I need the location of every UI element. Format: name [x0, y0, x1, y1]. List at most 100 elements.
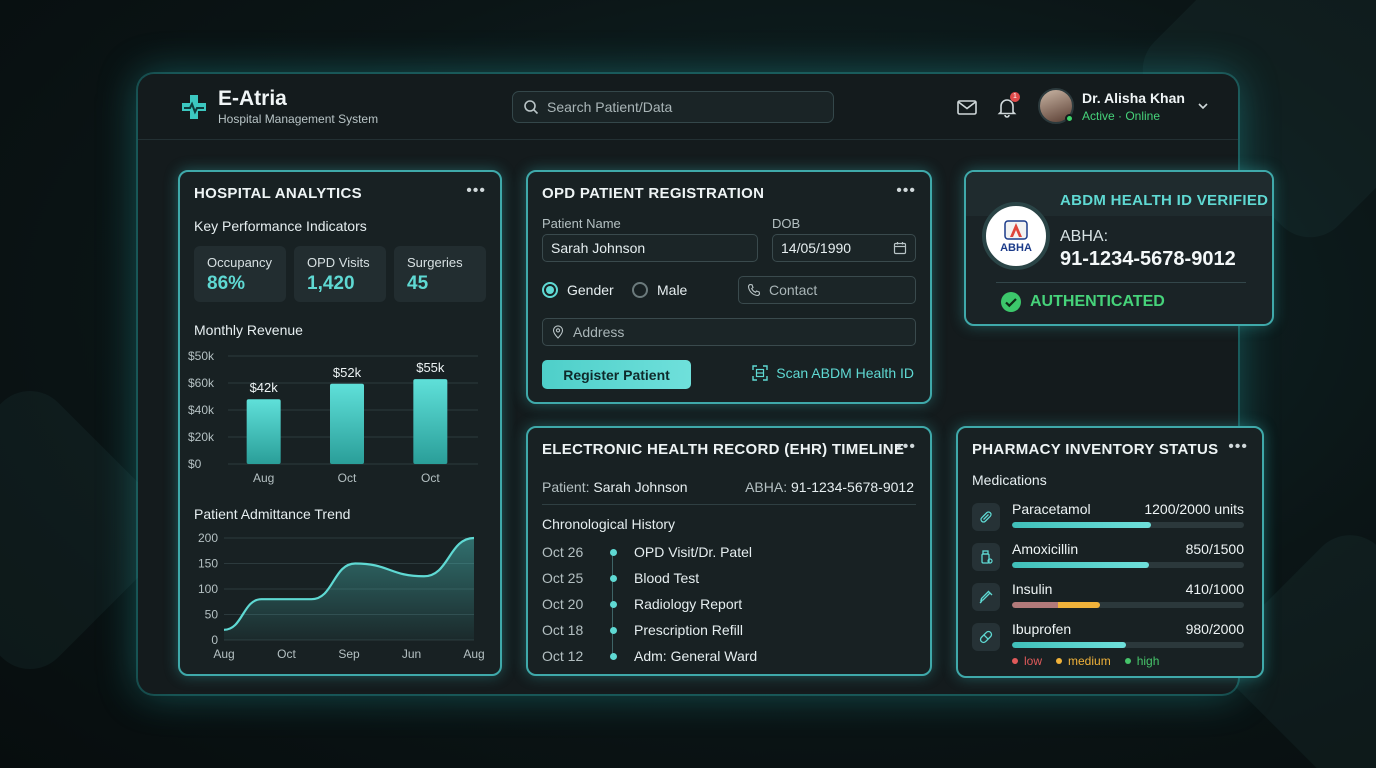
- notification-button[interactable]: 1: [996, 92, 1020, 118]
- abha-logo: ABHA: [982, 202, 1050, 270]
- medication-name: Paracetamol: [1012, 501, 1091, 517]
- y-tick-label: $60k: [188, 376, 215, 390]
- brand[interactable]: E-Atria Hospital Management System: [178, 88, 378, 126]
- revenue-heading: Monthly Revenue: [194, 322, 303, 338]
- male-label: Male: [657, 282, 688, 298]
- scan-link-label: Scan ABDM Health ID: [776, 365, 914, 381]
- x-tick-label: Aug: [463, 647, 484, 661]
- abha-number: 91-1234-5678-9012: [1060, 248, 1236, 270]
- address-field[interactable]: Address: [542, 318, 916, 346]
- timeline-node: [604, 652, 622, 660]
- brand-title: E-Atria: [218, 87, 287, 110]
- x-tick-label: Oct: [277, 647, 296, 661]
- phone-icon: [747, 283, 761, 297]
- online-indicator: [1065, 114, 1074, 123]
- medication-row-amoxicillin[interactable]: Amoxicillin 850/1500: [972, 541, 1244, 573]
- gender-radio[interactable]: Gender: [542, 282, 614, 298]
- patient-name-label: Patient Name: [542, 216, 621, 231]
- user-name: Dr. Alisha Khan: [1082, 89, 1185, 106]
- timeline-date: Oct 12: [542, 648, 584, 664]
- kpi-occupancy: Occupancy 86%: [194, 246, 286, 302]
- user-status: Active · Online: [1082, 108, 1161, 123]
- stock-bar: [1012, 562, 1244, 568]
- ehr-abha: ABHA: 91-1234-5678-9012: [745, 479, 914, 495]
- register-patient-button[interactable]: Register Patient: [542, 360, 691, 389]
- medication-row-paracetamol[interactable]: Paracetamol 1200/2000 units: [972, 501, 1244, 533]
- scan-abdm-link[interactable]: Scan ABDM Health ID: [752, 365, 914, 381]
- kpi-value: 1,420: [307, 273, 355, 294]
- medication-row-ibuprofen[interactable]: Ibuprofen 980/2000: [972, 621, 1244, 653]
- timeline-date: Oct 26: [542, 544, 584, 560]
- x-tick-label: Jun: [402, 647, 421, 661]
- kpi-value: 86%: [207, 273, 246, 294]
- stock-bar: [1012, 522, 1244, 528]
- more-options-icon[interactable]: •••: [896, 182, 916, 199]
- capsule-icon: [972, 623, 1000, 651]
- notification-badge: 1: [1010, 92, 1020, 102]
- brand-subtitle: Hospital Management System: [218, 112, 379, 126]
- y-tick-label: 100: [198, 582, 218, 596]
- timeline-item[interactable]: Oct 25 Blood Test: [542, 570, 699, 586]
- timeline-item[interactable]: Oct 26 OPD Visit/Dr. Patel: [542, 544, 752, 560]
- timeline-item[interactable]: Oct 20 Radiology Report: [542, 596, 742, 612]
- search-input[interactable]: [547, 99, 817, 115]
- bar-data-label: $55k: [416, 360, 445, 375]
- location-pin-icon: [552, 325, 564, 339]
- timeline-node: [604, 574, 622, 582]
- calendar-icon[interactable]: [893, 241, 907, 255]
- gender-label: Gender: [567, 282, 614, 298]
- abdm-verified-card: ABDM HEALTH ID VERIFIED ABHA ABHA: 91-12…: [964, 170, 1274, 326]
- y-tick-label: 0: [211, 633, 218, 647]
- timeline-date: Oct 20: [542, 596, 584, 612]
- medication-name: Amoxicillin: [1012, 541, 1079, 557]
- male-radio[interactable]: Male: [632, 282, 687, 298]
- ehr-patient: Patient: Sarah Johnson: [542, 479, 688, 495]
- trend-area: [224, 538, 474, 640]
- bottle-icon: [972, 543, 1000, 571]
- medication-row-insulin[interactable]: Insulin 410/1000: [972, 581, 1244, 613]
- stock-bar-fill: [1012, 562, 1149, 568]
- medication-quantity: 410/1000: [1185, 581, 1244, 597]
- x-tick-label: Aug: [253, 471, 274, 485]
- chevron-down-icon[interactable]: [1197, 100, 1209, 112]
- card-title: HOSPITAL ANALYTICS: [194, 185, 362, 202]
- dob-field[interactable]: 14/05/1990: [772, 234, 916, 262]
- kpi-value: 45: [407, 273, 429, 294]
- timeline-item[interactable]: Oct 18 Prescription Refill: [542, 622, 743, 638]
- timeline-node: [604, 548, 622, 556]
- legend-label: low: [1024, 654, 1043, 668]
- medication-name: Ibuprofen: [1012, 621, 1072, 637]
- user-menu[interactable]: Dr. Alisha Khan Active · Online: [1038, 88, 1209, 124]
- medication-quantity: 1200/2000 units: [1144, 501, 1244, 517]
- opd-registration-card: OPD PATIENT REGISTRATION ••• Patient Nam…: [526, 170, 932, 404]
- dob-value: 14/05/1990: [781, 240, 852, 256]
- x-tick-label: Oct: [338, 471, 357, 485]
- patient-name-field[interactable]: Sarah Johnson: [542, 234, 758, 262]
- mail-icon[interactable]: [956, 96, 978, 118]
- history-heading: Chronological History: [542, 516, 676, 532]
- qr-scan-icon: [752, 365, 768, 381]
- kpi-label: Surgeries: [407, 255, 463, 270]
- revenue-bar: [330, 383, 364, 464]
- timeline-item[interactable]: Oct 12 Adm: General Ward: [542, 648, 757, 664]
- radio-unselected: [632, 282, 648, 298]
- more-options-icon[interactable]: •••: [466, 182, 486, 199]
- syringe-icon: [972, 583, 1000, 611]
- legend-label: medium: [1068, 654, 1111, 668]
- app-window: E-Atria Hospital Management System 1: [138, 74, 1274, 694]
- y-tick-label: $20k: [188, 430, 215, 444]
- kpi-opd-visits: OPD Visits 1,420: [294, 246, 386, 302]
- avatar: [1038, 88, 1074, 124]
- card-title: OPD PATIENT REGISTRATION: [542, 185, 765, 202]
- legend-item-low: low: [1012, 654, 1042, 668]
- timeline-event: Blood Test: [634, 570, 700, 586]
- search-box[interactable]: [512, 91, 834, 123]
- medication-quantity: 850/1500: [1185, 541, 1244, 557]
- timeline-node: [604, 626, 622, 634]
- more-options-icon[interactable]: •••: [1228, 438, 1248, 455]
- divider: [542, 504, 916, 505]
- more-options-icon[interactable]: •••: [896, 438, 916, 455]
- y-tick-label: 50: [205, 608, 219, 622]
- contact-field[interactable]: Contact: [738, 276, 916, 304]
- kpi-heading: Key Performance Indicators: [194, 218, 367, 234]
